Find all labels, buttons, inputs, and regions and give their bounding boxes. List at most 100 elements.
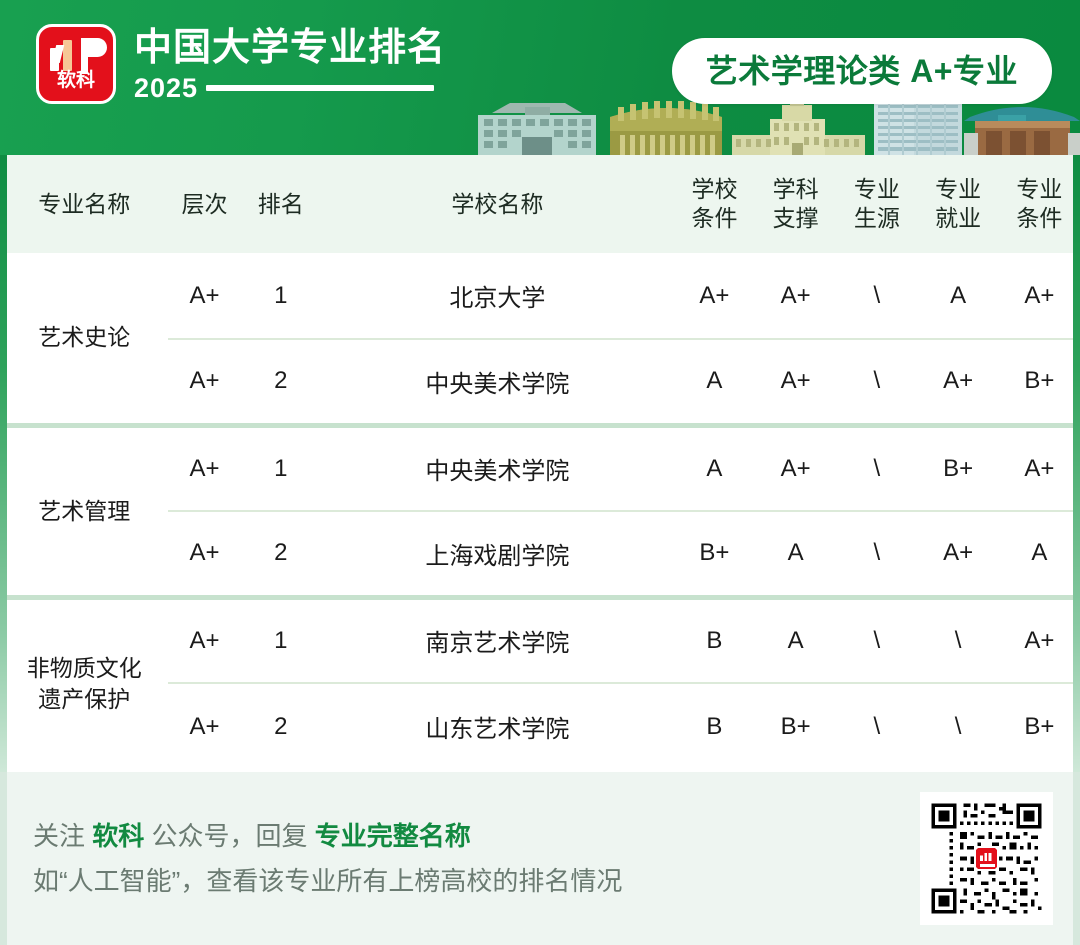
header-banner: 软科 中国大学专业排名 2025 艺术学理论类 A+专业 bbox=[0, 0, 1080, 155]
cell-major-conditions: A+ bbox=[998, 594, 1080, 683]
col-header-major: 专业名称 bbox=[0, 155, 169, 253]
col-header-student-source-line1: 专业 bbox=[853, 176, 900, 202]
col-header-employment-line2: 就业 bbox=[935, 205, 982, 231]
footer-line1-highlight-keyword: 专业完整名称 bbox=[314, 820, 471, 851]
col-header-school-conditions-line1: 学校 bbox=[691, 176, 738, 202]
cell-student-source: \ bbox=[836, 338, 918, 425]
category-pill: 艺术学理论类 A+专业 bbox=[671, 38, 1052, 104]
cell-school-conditions: A+ bbox=[699, 281, 730, 309]
cell-tier: A+ bbox=[189, 281, 220, 309]
right-accent-bar bbox=[1073, 155, 1080, 772]
cell-school-conditions: B+ bbox=[673, 510, 756, 597]
col-header-tier-line1: 层次 bbox=[181, 190, 228, 217]
footer-left-accent-bar bbox=[0, 772, 7, 945]
footer-text-block: 关注 软科 公众号，回复 专业完整名称 如“人工智能”，查看该专业所有上榜高校的… bbox=[33, 814, 622, 904]
table-row[interactable]: A+ 2 上海戏剧学院 B+ A \ A+ A bbox=[0, 510, 1080, 597]
cell-employment: \ bbox=[917, 594, 999, 683]
ruanke-logo: 软科 bbox=[36, 24, 116, 104]
cell-tier: A+ bbox=[168, 422, 241, 511]
cell-major: 艺术史论 bbox=[0, 253, 168, 425]
table-head: 专业名称 层次 排名 学校名称 学校 条件 bbox=[0, 155, 1080, 253]
table-row[interactable]: 艺术史论 A+ 1 北京大学 A+ A+ \ A A+ bbox=[0, 253, 1080, 351]
category-pill-label: 艺术学理论类 A+专业 bbox=[705, 53, 1018, 89]
cell-student-source: \ bbox=[873, 281, 881, 309]
cell-tier: A+ bbox=[168, 682, 241, 769]
footer-line1-highlight-brand: 软科 bbox=[92, 820, 145, 851]
logo-r-glyph-icon bbox=[81, 38, 107, 74]
col-header-employment-line1: 专业 bbox=[935, 176, 982, 202]
cell-major-conditions: A bbox=[998, 510, 1080, 597]
cell-major-line1: 非物质文化 bbox=[26, 655, 142, 682]
cell-tier: A+ bbox=[168, 510, 241, 597]
cell-major-conditions: B+ bbox=[998, 682, 1080, 769]
table-row[interactable]: 艺术管理 A+ 1 中央美术学院 A A+ \ B+ A+ bbox=[0, 422, 1080, 597]
cell-school-conditions: B bbox=[673, 594, 756, 683]
col-header-discipline-support-line2: 支撑 bbox=[772, 205, 819, 231]
brand-title: 中国大学专业排名 bbox=[134, 26, 447, 69]
ranking-table: 专业名称 层次 排名 学校名称 学校 条件 bbox=[0, 155, 1080, 769]
cell-major-line2: 遗产保护 bbox=[38, 686, 131, 713]
col-header-discipline-support: 学科 支撑 bbox=[755, 155, 837, 253]
cell-school-conditions: A bbox=[673, 338, 756, 425]
cell-discipline-support: A bbox=[755, 510, 837, 597]
logo-text: 软科 bbox=[56, 70, 95, 91]
col-header-rank: 排名 bbox=[240, 155, 321, 253]
cell-major-conditions: B+ bbox=[998, 338, 1080, 425]
footer-right-accent-bar bbox=[1073, 772, 1080, 945]
col-header-tier: 层次 bbox=[168, 155, 241, 253]
col-header-school-line1: 学校名称 bbox=[451, 190, 544, 217]
cell-major: 艺术管理 bbox=[0, 422, 169, 597]
table-row[interactable]: 非物质文化 遗产保护 A+ 1 南京艺术学院 B A \ \ A+ bbox=[0, 594, 1080, 769]
cell-employment: B+ bbox=[917, 422, 999, 511]
cell-major-line1: 艺术管理 bbox=[38, 497, 131, 524]
brand-year-row: 2025 bbox=[134, 73, 446, 103]
footer-line1-part1: 关注 bbox=[33, 820, 93, 851]
brand-year: 2025 bbox=[134, 72, 199, 103]
footer-line-1: 关注 软科 公众号，回复 专业完整名称 bbox=[33, 814, 622, 859]
cell-tier: A+ bbox=[168, 338, 241, 425]
brand-block: 中国大学专业排名 2025 bbox=[134, 26, 446, 103]
cell-major-conditions: A+ bbox=[998, 422, 1080, 511]
campus-skyline-decoration bbox=[478, 99, 1080, 155]
cell-rank: 2 bbox=[240, 338, 321, 425]
cell-major: 非物质文化 遗产保护 bbox=[0, 594, 169, 769]
cell-rank: 1 bbox=[240, 594, 321, 683]
col-header-employment: 专业 就业 bbox=[917, 155, 999, 253]
col-header-major-conditions-line2: 条件 bbox=[1016, 205, 1063, 231]
cell-employment: A bbox=[950, 281, 967, 309]
cell-school: 上海戏剧学院 bbox=[320, 510, 674, 597]
cell-student-source: \ bbox=[836, 594, 918, 683]
cell-student-source: \ bbox=[836, 510, 918, 597]
cell-tier: A+ bbox=[168, 594, 241, 683]
cell-school-conditions: A bbox=[673, 422, 756, 511]
table-row[interactable]: A+ 2 中央美术学院 A A+ \ A+ B+ bbox=[0, 338, 1080, 425]
col-header-discipline-support-line1: 学科 bbox=[772, 176, 819, 202]
ranking-table-container: 专业名称 层次 排名 学校名称 学校 条件 bbox=[0, 155, 1080, 772]
cell-employment: A+ bbox=[917, 510, 999, 597]
table-header-row: 专业名称 层次 排名 学校名称 学校 条件 bbox=[0, 155, 1080, 253]
col-header-major-line1: 专业名称 bbox=[38, 190, 131, 217]
cell-school: 山东艺术学院 bbox=[320, 682, 674, 769]
footer-cta: 关注 软科 公众号，回复 专业完整名称 如“人工智能”，查看该专业所有上榜高校的… bbox=[0, 772, 1080, 945]
col-header-school-conditions-line2: 条件 bbox=[691, 205, 738, 231]
cell-rank: 2 bbox=[240, 682, 321, 769]
cell-major-line1: 艺术史论 bbox=[38, 324, 131, 351]
footer-line-2: 如“人工智能”，查看该专业所有上榜高校的排名情况 bbox=[33, 865, 623, 896]
cell-discipline-support: A bbox=[755, 594, 837, 683]
col-header-major-conditions: 专业 条件 bbox=[998, 155, 1080, 253]
cell-school: 中央美术学院 bbox=[320, 338, 674, 425]
cell-student-source: \ bbox=[836, 422, 918, 511]
col-header-rank-line1: 排名 bbox=[257, 190, 304, 217]
left-accent-bar bbox=[0, 155, 7, 772]
cell-rank: 1 bbox=[274, 281, 288, 309]
cell-student-source: \ bbox=[836, 682, 918, 769]
wechat-qr-code[interactable] bbox=[920, 792, 1053, 925]
col-header-school-conditions: 学校 条件 bbox=[673, 155, 756, 253]
cell-school-conditions: B bbox=[673, 682, 756, 769]
col-header-major-conditions-line1: 专业 bbox=[1016, 176, 1063, 202]
table-row[interactable]: A+ 2 山东艺术学院 B B+ \ \ B+ bbox=[0, 682, 1080, 769]
cell-employment: A+ bbox=[917, 338, 999, 425]
cell-major-conditions: A+ bbox=[1024, 281, 1055, 309]
cell-school: 北京大学 bbox=[449, 285, 546, 312]
